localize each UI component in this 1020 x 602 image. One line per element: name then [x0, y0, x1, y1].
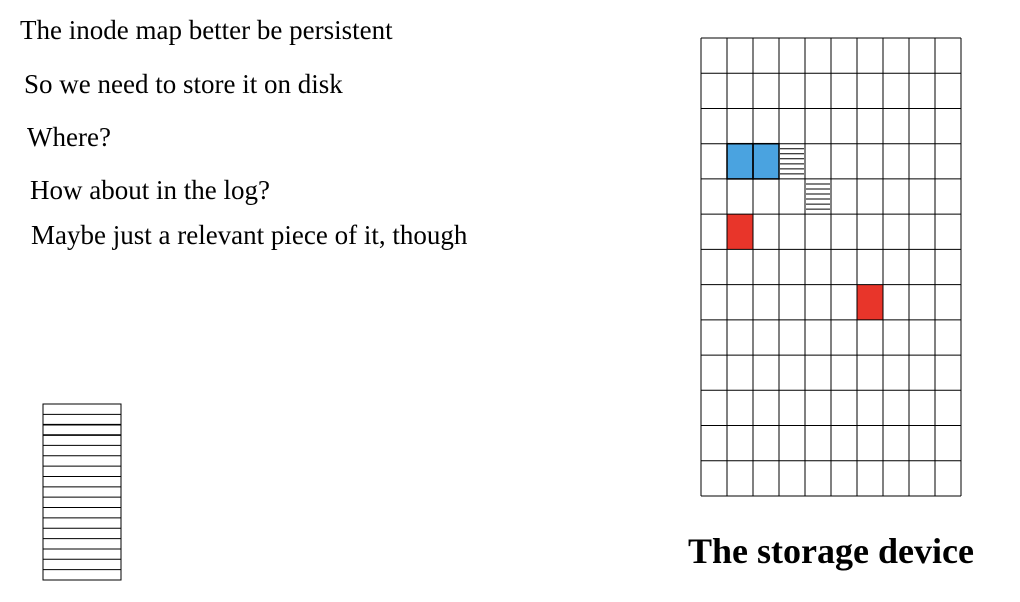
text-line-1: The inode map better be persistent [20, 15, 393, 45]
inode-map [42, 403, 122, 581]
data-block [727, 214, 753, 250]
text-line-4: How about in the log? [30, 175, 270, 205]
storage-device-label: The storage device [688, 531, 974, 571]
text-line-5: Maybe just a relevant piece of it, thoug… [31, 220, 468, 250]
inode-block-outline [752, 142, 780, 180]
data-block [857, 284, 883, 320]
inode-block [753, 143, 779, 179]
imap-piece-block [806, 183, 830, 210]
inode-map-outline [42, 403, 122, 581]
inode-block [727, 143, 753, 179]
text-line-3: Where? [27, 122, 111, 152]
text-line-2: So we need to store it on disk [24, 69, 343, 99]
imap-piece-block [780, 148, 804, 175]
storage-device-grid [700, 37, 962, 497]
